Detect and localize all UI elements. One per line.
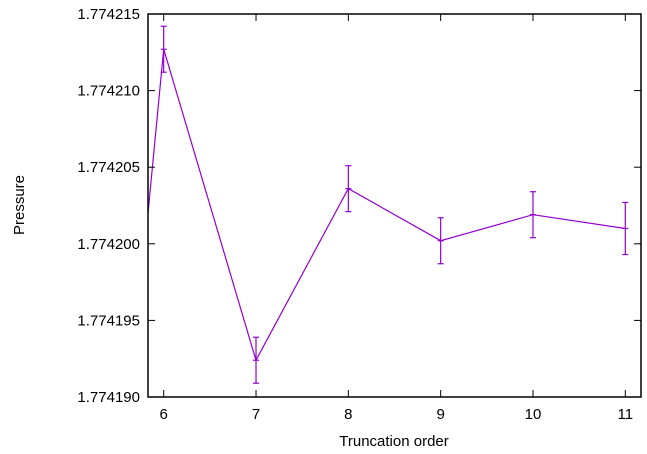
tick-labels: 6 7 8 9 10 11 1.774190 1.774195 1.774200 1.774205… bbox=[77, 6, 633, 423]
y-tick-label: 1.774195 bbox=[77, 312, 140, 329]
y-tick-label: 1.774210 bbox=[77, 83, 140, 100]
y-tick-label: 1.774200 bbox=[77, 236, 140, 253]
x-tick-label: 6 bbox=[160, 406, 168, 423]
y-tick-label: 1.774205 bbox=[77, 159, 140, 176]
y-tick-label: 1.774215 bbox=[77, 6, 140, 23]
series-line bbox=[147, 49, 626, 362]
x-tick-label: 9 bbox=[436, 406, 444, 423]
plot-frame bbox=[147, 13, 642, 398]
series-group bbox=[147, 25, 629, 384]
y-tick-label: 1.774190 bbox=[77, 389, 140, 406]
x-tick-label: 10 bbox=[525, 406, 542, 423]
x-tick-label: 7 bbox=[252, 406, 260, 423]
y-axis-label: Pressure bbox=[11, 175, 28, 235]
x-tick-label: 11 bbox=[618, 406, 634, 423]
x-axis-label: Truncation order bbox=[339, 433, 449, 450]
x-tick-label: 8 bbox=[344, 406, 352, 423]
axis-ticks bbox=[148, 13, 641, 398]
